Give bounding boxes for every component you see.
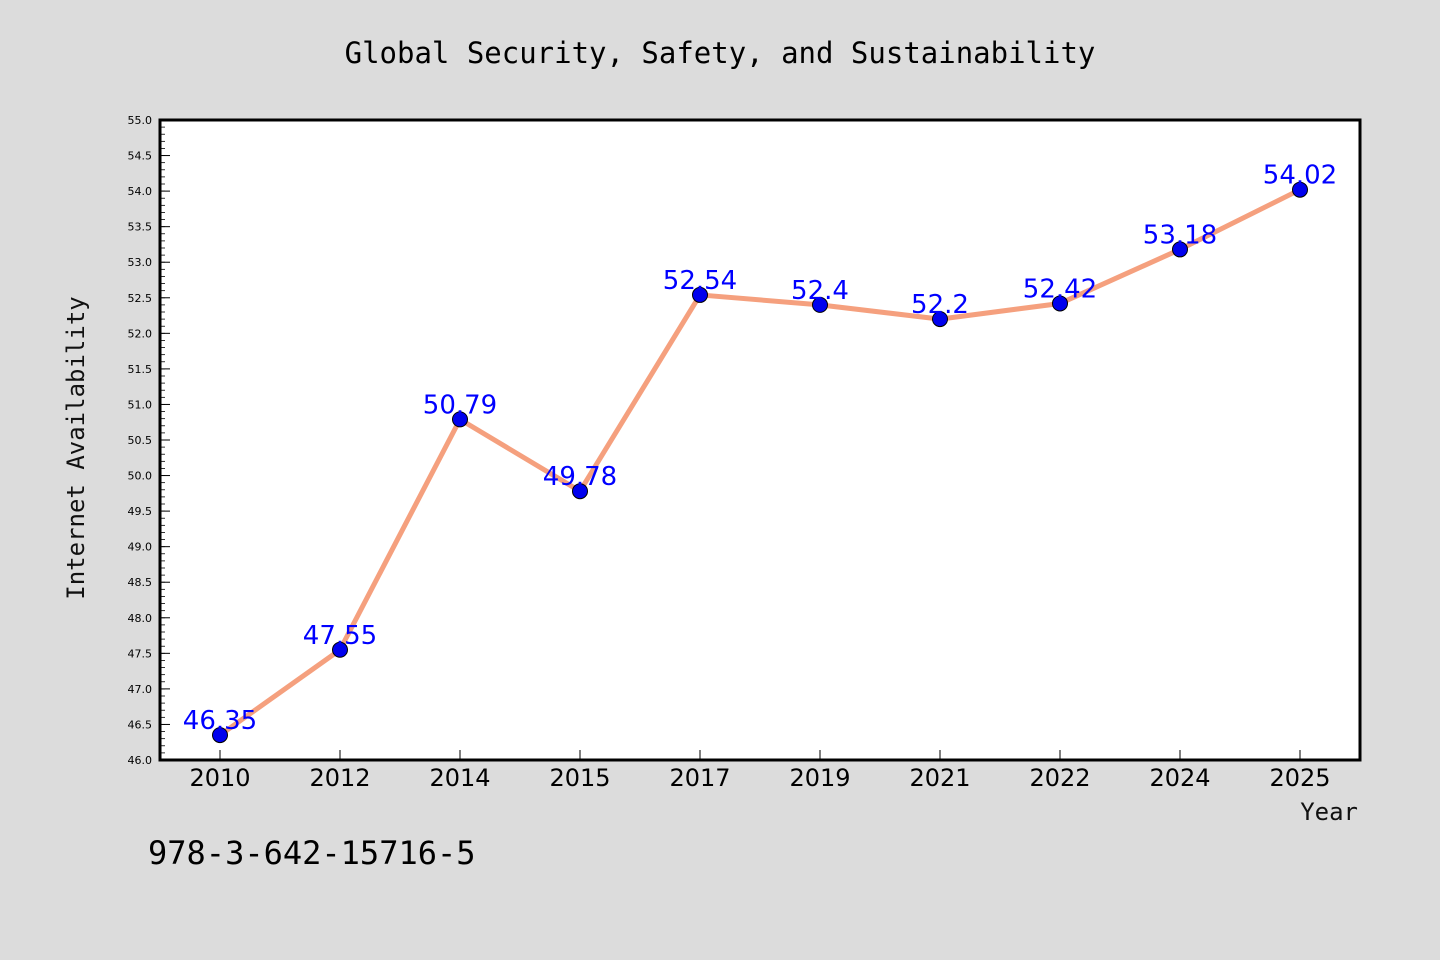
y-tick-label: 53.5 [128,221,153,234]
y-tick-label: 46.5 [128,718,153,731]
data-point [212,727,228,744]
data-label: 50.79 [423,390,497,420]
data-label: 52.54 [663,266,737,296]
data-point [932,311,948,328]
y-tick-label: 49.5 [128,505,153,518]
x-tick-label: 2022 [1029,764,1090,792]
data-label: 53.18 [1143,220,1217,250]
y-tick-label: 51.0 [128,398,153,411]
y-tick-label: 53.0 [128,256,153,269]
data-point [572,483,588,500]
x-tick-label: 2021 [909,764,970,792]
isbn-annotation: 978-3-642-15716-5 [148,834,476,872]
y-tick-label: 46.0 [128,754,153,767]
y-axis-label: Internet Availability [62,296,90,599]
x-tick-label: 2010 [189,764,250,792]
x-tick-label: 2012 [309,764,370,792]
y-tick-label: 51.5 [128,363,153,376]
y-tick-label: 55.0 [128,114,153,127]
data-label: 49.78 [543,462,617,492]
y-tick-label: 47.5 [128,647,153,660]
y-tick-label: 50.0 [128,470,153,483]
x-tick-label: 2019 [789,764,850,792]
data-label: 54.02 [1263,161,1337,191]
data-point [1292,181,1308,198]
chart-title: Global Security, Safety, and Sustainabil… [345,36,1096,70]
y-tick-label: 48.0 [128,612,153,625]
x-axis-label: Year [1300,798,1358,826]
y-tick-label: 54.0 [128,185,153,198]
data-label: 46.35 [183,706,257,736]
data-label: 52.42 [1023,274,1097,304]
y-tick-label: 54.5 [128,150,153,163]
y-tick-label: 50.5 [128,434,153,447]
y-tick-label: 52.5 [128,292,153,305]
data-point [1172,241,1188,258]
y-tick-label: 47.0 [128,683,153,696]
y-tick-label: 48.5 [128,576,153,589]
x-tick-label: 2015 [549,764,610,792]
series-group [212,181,1308,744]
y-tick-label: 49.0 [128,541,153,554]
plot-area [158,118,1362,762]
data-point [452,411,468,428]
data-point [812,296,828,313]
data-point [692,286,708,303]
data-point [332,641,348,658]
x-tick-label: 2025 [1269,764,1330,792]
data-label: 47.55 [303,621,377,651]
data-label: 52.2 [911,290,969,320]
data-label: 52.4 [791,276,849,306]
series-line [218,187,1302,738]
data-point [1052,295,1068,312]
data-labels: 46.35 47.55 50.79 49.78 52.54 52.4 52.2 52.42 53… [183,161,1337,736]
x-tick-label: 2017 [669,764,730,792]
y-axis: 46.0 46.5 47.0 47.5 48.0 48.5 49.0 49.5 50.0 50.5… [128,114,170,767]
x-tick-label: 2014 [429,764,490,792]
y-tick-label: 52.0 [128,327,153,340]
x-tick-label: 2024 [1149,764,1210,792]
x-axis: 2010 2012 2014 2015 2017 2019 2021 2022 2024 2025 [189,750,1331,792]
